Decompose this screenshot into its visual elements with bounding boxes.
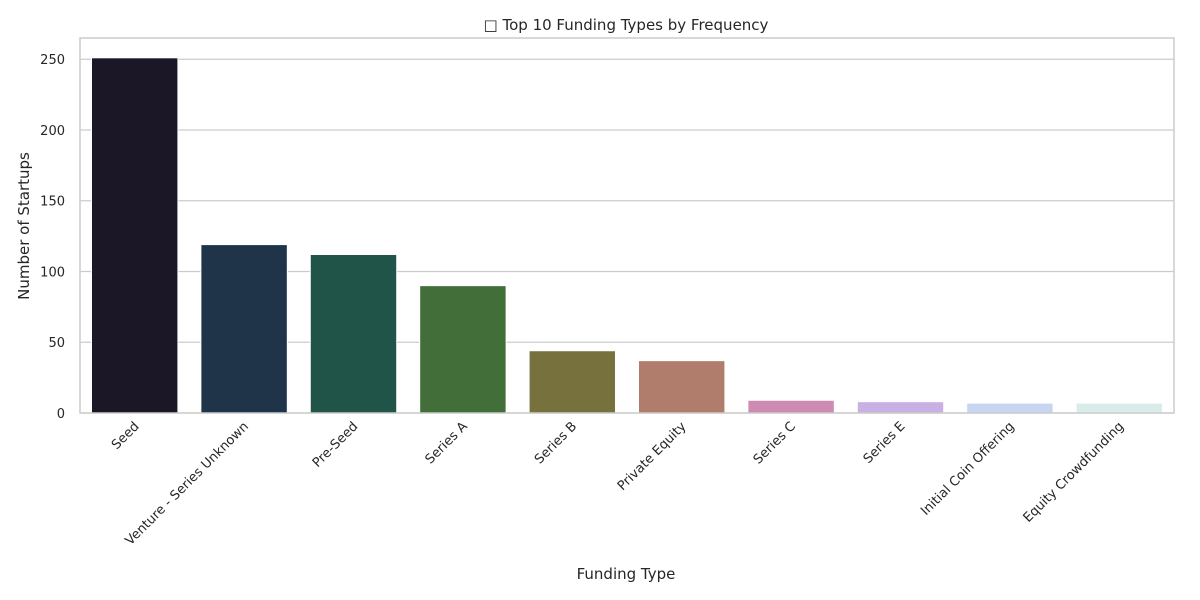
x-tick-label: Series C — [751, 419, 799, 467]
y-tick-label: 150 — [40, 195, 65, 210]
x-tick-label: Initial Coin Offering — [918, 419, 1018, 519]
y-tick-label: 100 — [40, 265, 65, 280]
x-tick-label: Private Equity — [615, 419, 690, 494]
x-axis-label: Funding Type — [577, 565, 676, 583]
y-tick-label: 50 — [48, 336, 65, 351]
plot-frame — [79, 37, 1175, 414]
x-tick-label: Series A — [423, 419, 471, 467]
y-tick-label: 200 — [40, 124, 65, 139]
bar-private-equity — [637, 360, 726, 414]
bar-pre-seed — [309, 254, 398, 414]
y-tick-labels: 0 50 100 150 200 250 — [40, 53, 65, 422]
y-axis-label: Number of Startups — [15, 152, 33, 300]
chart-title: □ Top 10 Funding Types by Frequency — [484, 16, 769, 34]
x-tick-label: Seed — [109, 419, 143, 453]
x-tick-label: Equity Crowdfunding — [1021, 419, 1128, 526]
bar-seed — [90, 57, 179, 414]
y-tick-label: 250 — [40, 53, 65, 68]
x-tick-label: Series E — [861, 419, 909, 467]
bar-initial-coin-offering — [966, 402, 1054, 414]
bar-series-a — [419, 285, 507, 414]
x-tick-label: Venture - Series Unknown — [123, 419, 252, 548]
bar-venture-series-unknown — [200, 244, 288, 414]
x-tick-label: Pre-Seed — [310, 419, 362, 471]
bar-equity-crowdfunding — [1075, 402, 1164, 414]
bar-series-b — [528, 350, 617, 414]
bars — [90, 57, 1164, 414]
bar-series-e — [856, 401, 945, 414]
bar-series-c — [747, 399, 835, 414]
y-tick-label: 0 — [57, 407, 65, 422]
x-tick-label: Series B — [532, 419, 580, 467]
